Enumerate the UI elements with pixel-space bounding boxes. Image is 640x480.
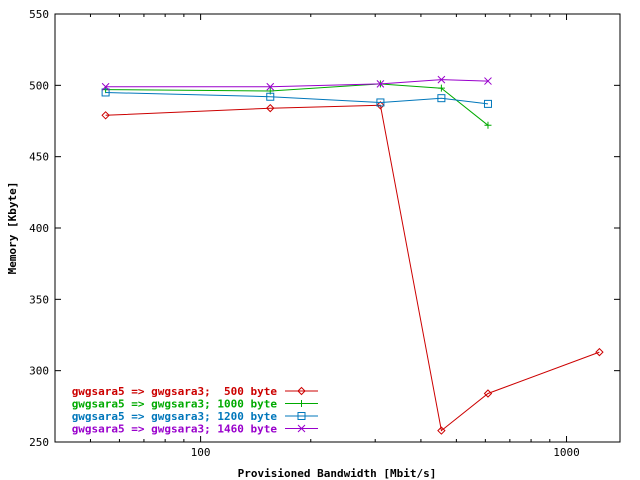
series-line: [105, 104, 600, 432]
series-3: [101, 88, 492, 108]
series-4: [101, 75, 492, 91]
data-point: [483, 389, 493, 398]
data-point: [101, 88, 110, 97]
data-point: [437, 84, 445, 92]
x-tick-label: 1000: [553, 446, 580, 459]
x-tick-label: 100: [191, 446, 211, 459]
data-point: [266, 92, 275, 101]
data-point: [595, 347, 604, 357]
legend-label: gwgsara5 => gwgsara3; 1460 byte: [72, 423, 278, 436]
data-point: [297, 412, 306, 420]
series-layer: [101, 75, 604, 435]
y-tick-label: 350: [29, 293, 49, 306]
data-point: [297, 386, 306, 396]
data-point: [298, 400, 305, 407]
plot-frame: [54, 13, 621, 443]
legend-entry: gwgsara5 => gwgsara3; 500 byte: [72, 385, 318, 398]
data-point: [437, 94, 446, 103]
legend-entry: gwgsara5 => gwgsara3; 1000 byte: [72, 398, 318, 411]
y-tick-label: 250: [29, 436, 49, 449]
series-line: [105, 92, 489, 105]
data-point: [483, 99, 492, 108]
x-axis: 100 1000: [89, 14, 580, 459]
data-point: [437, 75, 446, 84]
series-2: [102, 80, 492, 129]
data-point: [437, 426, 446, 435]
y-tick-label: 500: [29, 79, 49, 92]
legend-label: gwgsara5 => gwgsara3; 1000 byte: [72, 398, 278, 411]
data-point: [297, 424, 306, 433]
y-tick-label: 450: [29, 151, 49, 164]
series-line: [105, 79, 489, 88]
y-axis: 250 300 350 400 450 500 550: [29, 8, 620, 449]
data-point: [484, 77, 492, 85]
series-1: [101, 101, 604, 435]
data-point: [484, 121, 492, 129]
x-axis-label: Provisioned Bandwidth [Mbit/s]: [238, 467, 437, 480]
y-tick-label: 400: [29, 222, 49, 235]
data-point: [266, 82, 275, 91]
legend-entry: gwgsara5 => gwgsara3; 1200 byte: [72, 410, 318, 423]
legend-label: gwgsara5 => gwgsara3; 500 byte: [72, 385, 278, 398]
legend-entry: gwgsara5 => gwgsara3; 1460 byte: [72, 423, 318, 436]
y-axis-label: Memory [Kbyte]: [6, 182, 19, 275]
data-point: [376, 101, 385, 110]
data-point: [376, 80, 385, 88]
legend-label: gwgsara5 => gwgsara3; 1200 byte: [72, 410, 278, 423]
data-point: [101, 82, 110, 91]
data-point: [376, 98, 385, 107]
y-tick-label: 550: [29, 8, 49, 21]
data-point: [101, 111, 110, 120]
y-tick-label: 300: [29, 365, 49, 378]
series-line: [105, 83, 489, 126]
data-point: [266, 103, 275, 113]
